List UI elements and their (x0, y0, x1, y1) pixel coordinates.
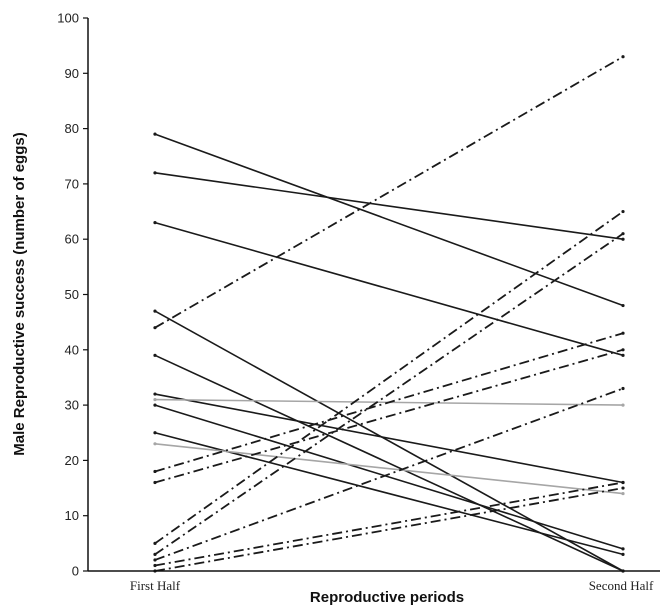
data-point (621, 491, 625, 496)
y-tick-label: 30 (65, 398, 79, 413)
series-line-17 (154, 481, 624, 567)
data-point (621, 331, 625, 335)
series-line-5 (154, 354, 624, 572)
data-point (621, 486, 625, 490)
data-point (153, 309, 157, 313)
y-tick-label: 60 (65, 232, 79, 247)
data-point (621, 348, 625, 352)
series-line-18 (154, 487, 624, 572)
x-tick-label-second-half: Second Half (589, 578, 654, 593)
data-point (621, 237, 625, 241)
data-point (621, 55, 625, 59)
series-line-1 (154, 133, 624, 307)
data-point (621, 403, 625, 407)
data-point (153, 442, 157, 446)
x-axis-title: Reproductive periods (310, 589, 464, 606)
x-tick-label-first-half: First Half (130, 578, 181, 593)
y-axis-title: Male Reproductive success (number of egg… (11, 132, 28, 455)
plot-lines (153, 55, 625, 573)
data-point (153, 392, 157, 396)
data-point (153, 221, 157, 225)
data-point (621, 386, 625, 391)
y-tick-label: 50 (65, 287, 79, 302)
series-line-8 (154, 404, 624, 550)
data-point (153, 480, 157, 485)
data-point (153, 171, 157, 175)
series-line-10 (154, 443, 624, 495)
y-tick-label: 10 (65, 508, 79, 523)
y-tick-label: 20 (65, 453, 79, 468)
data-point (621, 480, 625, 485)
series-line-12 (154, 332, 624, 473)
data-point (153, 469, 157, 474)
data-point (621, 303, 625, 308)
series-line-13 (154, 348, 624, 484)
y-tick-label: 100 (57, 11, 79, 26)
data-point (153, 132, 157, 136)
data-point (153, 552, 157, 557)
y-tick-label: 0 (72, 564, 79, 579)
series-line-15 (154, 232, 624, 556)
data-point (621, 552, 625, 557)
y-tick-label: 40 (65, 342, 79, 357)
series-line-6 (154, 393, 624, 484)
y-tick-label: 90 (65, 66, 79, 81)
data-point (153, 563, 157, 568)
data-point (621, 209, 625, 214)
data-point (153, 326, 157, 330)
data-point (621, 547, 625, 551)
data-point (153, 431, 157, 435)
y-ticks: 0 10 20 30 40 50 60 70 80 90 100 (57, 11, 88, 579)
data-point (153, 558, 157, 562)
series-line-9 (154, 431, 624, 556)
series-line-2 (154, 172, 624, 240)
series-line-11 (154, 55, 624, 329)
series-line-16 (154, 387, 624, 561)
data-point (621, 353, 625, 357)
series-line-14 (154, 210, 624, 545)
y-tick-label: 80 (65, 121, 79, 136)
data-point (621, 232, 625, 236)
y-tick-label: 70 (65, 176, 79, 191)
data-point (153, 541, 157, 545)
series-line-4 (154, 310, 624, 572)
data-point (153, 353, 157, 357)
data-point (153, 397, 157, 402)
data-point (153, 403, 157, 407)
series-line-3 (154, 221, 624, 357)
